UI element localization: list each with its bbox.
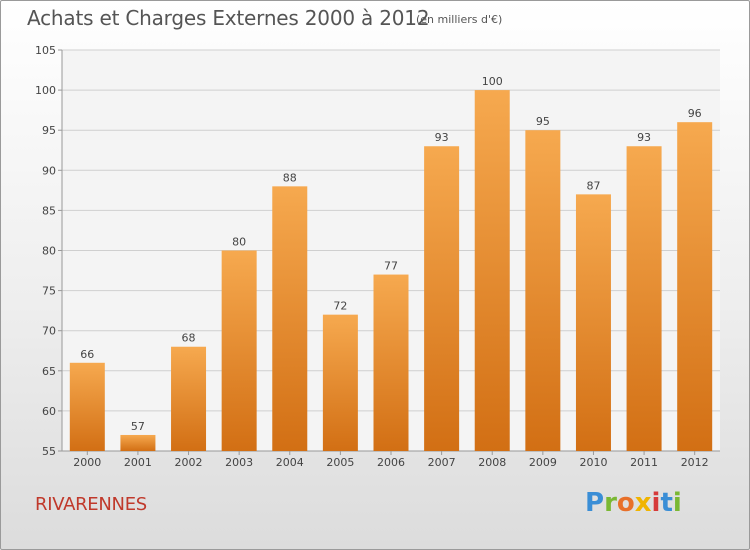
y-tick-label: 90 — [42, 164, 56, 177]
logo-letter: i — [651, 488, 661, 518]
logo-letter: i — [672, 488, 682, 518]
data-label: 100 — [482, 75, 503, 88]
data-label: 88 — [283, 171, 297, 184]
x-tick-label: 2002 — [175, 456, 203, 469]
data-label: 66 — [80, 348, 94, 361]
chart-title: Achats et Charges Externes 2000 à 2012 — [27, 6, 430, 30]
logo-letter: r — [604, 488, 617, 518]
x-tick-label: 2004 — [276, 456, 304, 469]
x-tick-label: 2003 — [225, 456, 253, 469]
bar — [424, 146, 460, 452]
data-label: 93 — [637, 131, 651, 144]
y-tick-label: 85 — [42, 204, 56, 217]
y-tick-label: 75 — [42, 285, 56, 298]
bar — [221, 250, 257, 451]
data-label: 96 — [688, 107, 702, 120]
bar — [171, 346, 207, 451]
proxiti-logo: Proxiti — [585, 488, 682, 518]
bar — [525, 130, 561, 451]
y-tick-label: 80 — [42, 245, 56, 258]
bar — [322, 314, 358, 451]
bar — [373, 274, 409, 451]
y-tick-label: 95 — [42, 124, 56, 137]
x-tick-label: 2000 — [73, 456, 101, 469]
x-tick-label: 2001 — [124, 456, 152, 469]
chart-subtitle: (en milliers d'€) — [416, 13, 503, 26]
y-tick-label: 70 — [42, 325, 56, 338]
data-label: 93 — [435, 131, 449, 144]
bar — [272, 186, 308, 451]
data-label: 80 — [232, 236, 246, 249]
x-tick-label: 2007 — [428, 456, 456, 469]
logo-letter: o — [616, 488, 635, 518]
bar — [69, 362, 105, 451]
y-tick-label: 105 — [35, 44, 56, 57]
x-tick-label: 2009 — [529, 456, 557, 469]
data-label: 77 — [384, 260, 398, 273]
x-tick-label: 2011 — [630, 456, 658, 469]
data-label: 87 — [586, 179, 600, 192]
data-label: 57 — [131, 420, 145, 433]
place-name: RIVARENNES — [35, 494, 147, 515]
y-tick-label: 55 — [42, 445, 56, 458]
y-tick-label: 60 — [42, 405, 56, 418]
bar — [626, 146, 662, 452]
bar — [575, 194, 611, 452]
logo-letter: P — [585, 488, 605, 518]
y-tick-label: 65 — [42, 365, 56, 378]
bar — [474, 90, 510, 451]
x-tick-label: 2010 — [579, 456, 607, 469]
bar — [677, 122, 713, 452]
logo-letter: x — [634, 488, 652, 518]
data-label: 95 — [536, 115, 550, 128]
bar — [120, 434, 156, 451]
x-tick-label: 2012 — [681, 456, 709, 469]
data-label: 68 — [182, 332, 196, 345]
y-tick-label: 100 — [35, 84, 56, 97]
data-label: 72 — [333, 300, 347, 313]
x-tick-label: 2006 — [377, 456, 405, 469]
x-tick-label: 2008 — [478, 456, 506, 469]
x-tick-label: 2005 — [326, 456, 354, 469]
logo-letter: t — [660, 488, 673, 518]
